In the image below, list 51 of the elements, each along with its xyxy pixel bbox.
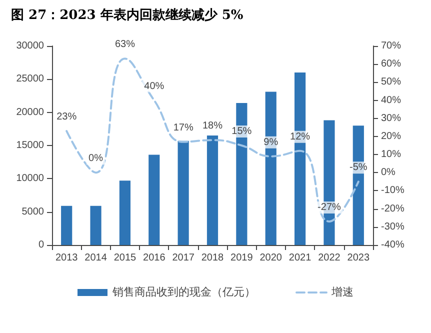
y2-tick-label: -40%: [381, 240, 404, 250]
y-tick-label: 15000: [16, 140, 44, 151]
y2-tick-label: 40%: [381, 94, 402, 106]
x-tick-label: 2020: [260, 252, 282, 264]
x-tick-label: 2021: [288, 252, 312, 264]
x-tick-label: 2014: [84, 252, 108, 264]
y2-tick-label: 30%: [381, 112, 402, 124]
data-label: 9%: [264, 136, 278, 148]
data-label: 17%: [173, 122, 194, 134]
data-label: -27%: [318, 202, 341, 213]
y-tick-label: 30000: [16, 40, 44, 52]
data-label: -5%: [350, 162, 368, 174]
data-label: 12%: [290, 131, 310, 142]
bar: [148, 154, 160, 245]
data-label: 15%: [232, 126, 252, 137]
bar: [265, 92, 276, 245]
y-tick-label: 0: [38, 240, 44, 250]
x-tick-label: 2017: [172, 252, 195, 264]
data-label: 18%: [202, 120, 223, 132]
y2-tick-label: -30%: [381, 221, 404, 232]
legend-label: 销售商品收到的现金（亿元）: [112, 286, 256, 298]
y-tick-label: 10000: [16, 173, 44, 184]
x-tick-label: 2015: [114, 252, 137, 264]
data-label: 23%: [56, 112, 77, 123]
y2-tick-label: 20%: [381, 130, 402, 142]
y-tick-label: 5000: [22, 206, 44, 218]
data-label: 40%: [144, 80, 164, 92]
x-tick-label: 2016: [143, 252, 166, 264]
bar: [178, 140, 189, 245]
x-tick-label: 2023: [347, 252, 370, 264]
x-tick-label: 2022: [318, 252, 341, 264]
y2-tick-label: 70%: [381, 40, 402, 52]
bar: [206, 136, 218, 245]
bar: [119, 180, 130, 245]
x-tick-label: 2019: [230, 252, 254, 264]
x-tick-label: 2013: [55, 252, 78, 264]
data-label: 0%: [88, 153, 104, 164]
x-tick-label: 2018: [201, 252, 224, 264]
bar: [61, 206, 72, 245]
data-label: 63%: [114, 39, 136, 50]
y2-tick-label: -10%: [381, 185, 404, 196]
chart-title: 图 27：2023 年表内回款继续减少 5%: [11, 8, 244, 23]
y2-tick-label: 60%: [381, 58, 402, 70]
y2-tick-label: 10%: [381, 149, 402, 160]
y2-tick-label: 0%: [381, 167, 396, 178]
y-tick-label: 20000: [16, 106, 44, 118]
y2-tick-label: -20%: [381, 203, 404, 214]
y-tick-label: 25000: [16, 74, 44, 85]
legend-label: 增速: [330, 286, 354, 298]
bar: [90, 206, 102, 245]
y2-tick-label: 50%: [381, 76, 402, 88]
